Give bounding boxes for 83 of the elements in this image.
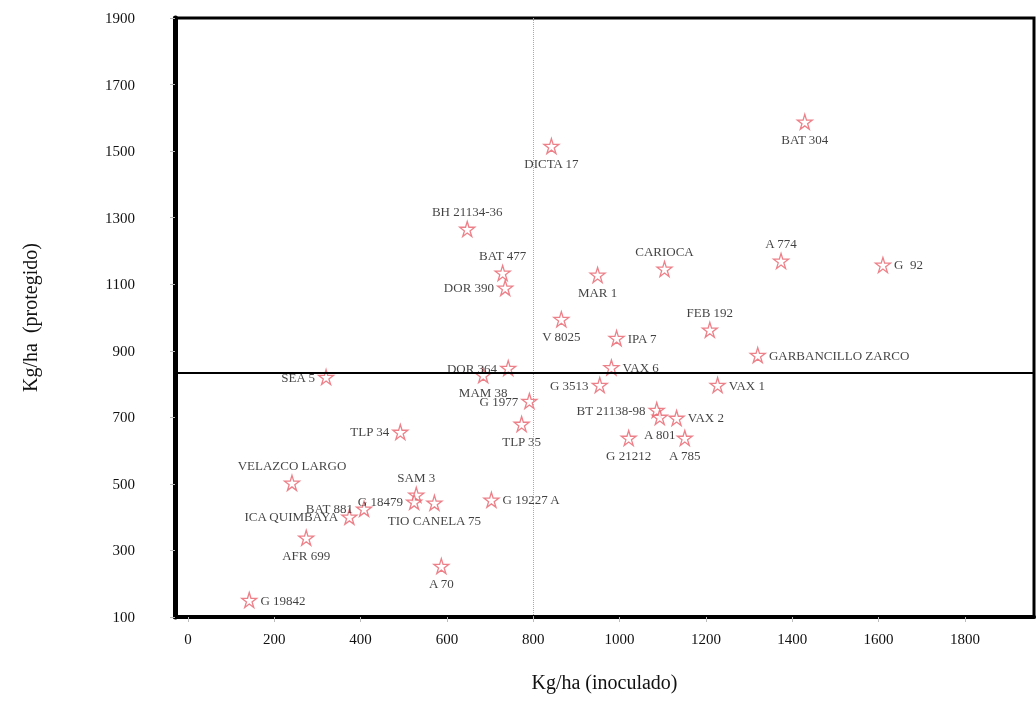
x-tick-label: 400 <box>349 630 372 647</box>
data-label: IPA 7 <box>627 330 658 346</box>
y-tick-label: 1900 <box>105 10 135 26</box>
y-tick-label: 1500 <box>105 143 135 160</box>
y-tick-label: 500 <box>112 475 135 492</box>
data-label: SAM 3 <box>397 469 436 485</box>
data-label: FEB 192 <box>686 304 734 320</box>
x-tick-label: 1600 <box>863 630 894 647</box>
data-label: BT 21138-98 <box>576 402 646 418</box>
data-label: A 774 <box>765 235 798 251</box>
x-tick-label: 1000 <box>604 630 635 647</box>
point <box>651 408 668 426</box>
data-label: V 8025 <box>542 329 581 345</box>
point <box>494 264 511 282</box>
point <box>701 321 718 338</box>
point <box>772 252 790 270</box>
point <box>656 260 673 278</box>
data-label: TIO CANELA 75 <box>387 513 482 529</box>
point <box>283 474 301 492</box>
point <box>483 491 500 509</box>
data-label: BAT 477 <box>479 247 527 263</box>
point <box>392 423 409 441</box>
data-label: G 3513 <box>549 377 589 393</box>
point <box>521 392 538 410</box>
data-label: SEA 5 <box>281 369 315 385</box>
y-tick-label: 900 <box>112 342 135 359</box>
data-label: G 18479 <box>357 494 403 510</box>
point <box>608 329 625 347</box>
point <box>874 256 892 274</box>
data-label: G 92 <box>894 257 923 273</box>
x-axis-title: Kg/ha (inoculado) <box>531 671 678 694</box>
y-tick-label: 1700 <box>105 76 135 93</box>
data-label: GARBANCILLO ZARCO <box>768 347 910 363</box>
point <box>620 429 637 447</box>
data-label: DOR 390 <box>443 280 495 296</box>
data-label: G 21212 <box>606 448 652 464</box>
data-label: BH 21134-36 <box>431 203 504 219</box>
x-tick-label: 600 <box>435 630 459 647</box>
data-label: A 785 <box>669 448 701 464</box>
data-label: MAR 1 <box>577 285 618 301</box>
y-tick-label: 300 <box>112 542 135 559</box>
point <box>676 429 693 447</box>
data-label: CARIOCA <box>635 243 695 259</box>
point <box>668 409 685 427</box>
point <box>426 494 443 512</box>
data-label: A 70 <box>428 576 454 592</box>
point <box>513 415 530 433</box>
point <box>553 311 570 328</box>
data-label: VAX 2 <box>687 410 724 426</box>
point <box>298 529 315 546</box>
point <box>459 220 476 238</box>
point <box>796 113 813 130</box>
data-label: G 19227 A <box>502 492 561 508</box>
data-label: A 801 <box>644 427 676 443</box>
x-tick-label: 200 <box>263 630 286 647</box>
point <box>433 557 450 575</box>
data-label: VELAZCO LARGO <box>237 457 347 473</box>
data-label: AFR 699 <box>282 547 331 563</box>
point <box>497 279 514 297</box>
x-tick-label: 800 <box>522 630 545 647</box>
data-label: VAX 6 <box>622 359 660 375</box>
point <box>749 346 766 364</box>
x-tick-label: 1200 <box>690 630 721 647</box>
point <box>709 376 726 394</box>
point <box>317 368 335 386</box>
y-tick-label: 100 <box>112 609 135 625</box>
x-tick-label: 1800 <box>949 630 980 647</box>
point <box>543 137 560 155</box>
y-tick-label: 1100 <box>105 276 135 293</box>
point <box>241 591 258 609</box>
data-label: BAT 304 <box>781 131 829 147</box>
x-tick-label: 0 <box>184 630 192 647</box>
data-label: TLP 34 <box>350 424 390 440</box>
y-tick-label: 700 <box>112 409 135 426</box>
y-axis-title: Kg/ha (protegido) <box>19 243 42 392</box>
data-label: G 19842 <box>260 592 306 608</box>
data-label: VAX 1 <box>728 377 765 393</box>
point <box>591 376 608 394</box>
x-tick-label: 1400 <box>777 630 808 647</box>
point <box>589 266 606 284</box>
point <box>405 493 423 511</box>
y-tick-label: 1300 <box>105 209 135 226</box>
data-label: DICTA 17 <box>524 156 580 172</box>
